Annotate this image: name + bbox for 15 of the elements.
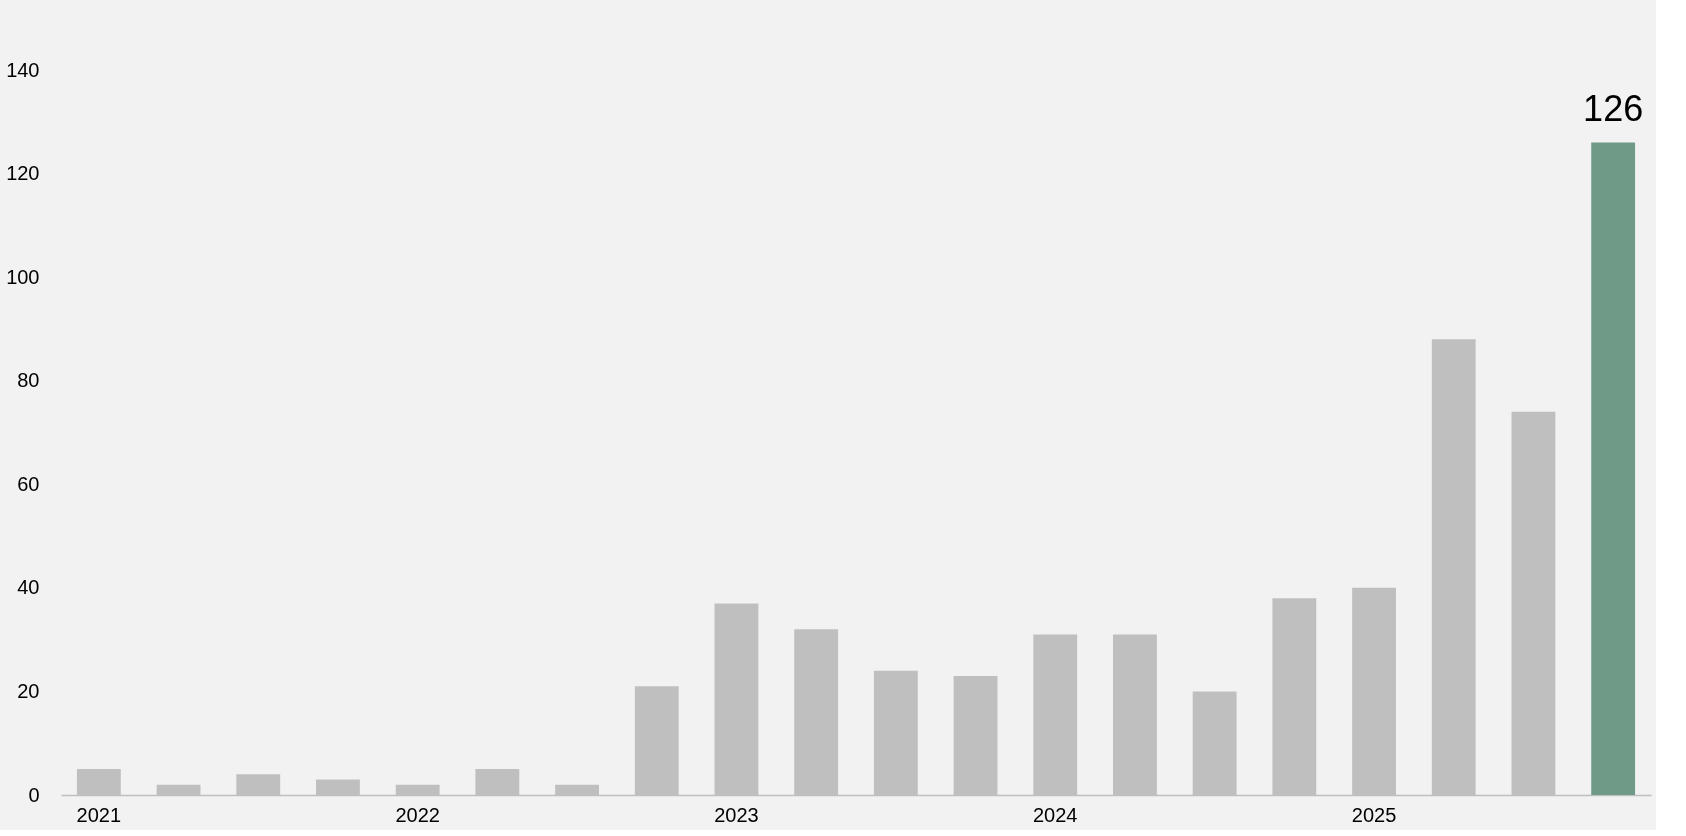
x-tick-label: 2022 [395,803,440,826]
y-tick-label: 0 [28,783,40,806]
y-tick-label: 40 [17,576,40,599]
y-tick-label: 140 [6,58,40,81]
x-tick-label: 2023 [714,803,759,826]
y-tick-label: 20 [17,679,40,702]
y-tick-label: 80 [17,369,40,392]
bar [1591,142,1636,795]
x-tick-label: 2025 [1351,803,1397,826]
y-tick-label: 120 [6,162,40,185]
y-tick-label: 100 [6,265,40,288]
x-tick-label: 2021 [76,803,122,826]
data-label: 126 [1583,87,1644,129]
x-tick-label: 2024 [1033,803,1078,826]
y-tick-label: 60 [17,472,40,495]
